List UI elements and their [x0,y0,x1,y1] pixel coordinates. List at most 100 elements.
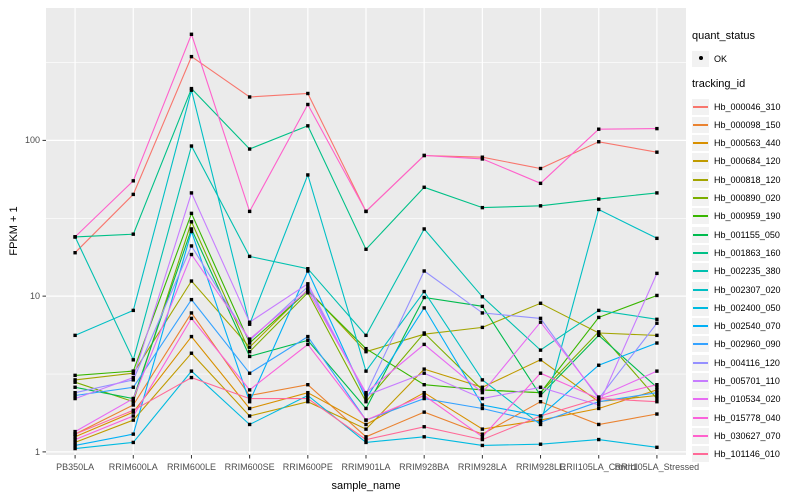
data-point [189,316,194,321]
data-point [538,390,543,395]
legend-entry-Hb_005701_110: Hb_005701_110 [692,373,780,390]
data-point [247,337,252,341]
data-point [73,380,77,384]
data-point [364,399,368,404]
legend-entry-label: Hb_015778_040 [714,412,781,423]
data-point [306,267,310,271]
legend-entry-Hb_000684_120: Hb_000684_120 [692,153,781,170]
data-point [247,209,252,214]
data-point [73,396,77,401]
data-point [131,371,135,375]
data-point [306,102,310,107]
data-point [655,412,659,416]
y-tick-label: 1 [34,446,40,457]
data-point [480,157,485,161]
data-point [73,435,77,439]
data-point [655,333,659,338]
data-point [364,440,368,445]
data-point [364,427,368,431]
data-point [131,369,135,373]
data-point [247,345,252,349]
data-point [422,185,426,189]
legend-key-box [692,135,709,152]
legend-entry-Hb_030627_070: Hb_030627_070 [692,427,781,444]
legend-entry-label: Hb_002960_090 [714,339,781,350]
x-tick-label-RRIM600LE: RRIM600LE [166,462,216,472]
legend-entry-Hb_002400_050: Hb_002400_050 [692,299,781,316]
data-point [538,385,543,389]
data-point [131,179,135,183]
legend-line-swatch-icon [693,361,708,364]
data-point [597,315,601,320]
data-point [597,403,601,407]
data-point [480,406,485,411]
legend-key-box [692,98,709,115]
legend-entry-label: Hb_001155_050 [714,229,780,240]
data-point [306,334,310,339]
legend-title-tracking-id: tracking_id [692,78,746,90]
data-point [538,358,543,362]
data-point [247,147,252,151]
legend-key-box [692,116,709,133]
legend-key-box [692,354,709,371]
legend-entry-Hb_004116_120: Hb_004116_120 [692,354,780,371]
x-tick-label-RRIM928BA: RRIM928BA [399,462,450,472]
data-point [131,378,135,382]
data-point [655,317,659,322]
legend-key-box [692,446,709,463]
legend-entry-Hb_002540_070: Hb_002540_070 [692,318,781,335]
legend-entry-label: Hb_000684_120 [714,156,781,167]
x-tick-label-RRIM928LE: RRIM928LE [516,462,566,472]
legend-line-swatch-icon [693,233,708,236]
data-point [364,437,368,442]
data-point [306,288,310,293]
data-point [306,291,310,295]
legend-entry-Hb_015778_040: Hb_015778_040 [692,409,781,426]
legend-line-swatch-icon [693,105,708,108]
legend-entry-label: OK [714,53,728,64]
data-point [422,342,426,347]
legend-entry-Hb_000818_120: Hb_000818_120 [692,171,781,188]
data-point [480,427,485,431]
data-point [480,403,485,407]
data-point [422,331,426,335]
data-point [247,414,252,418]
data-point [655,399,659,404]
data-point [480,437,485,442]
data-point [189,369,194,373]
data-point [422,306,426,310]
legend-key-box [692,299,709,316]
data-point [364,406,368,411]
data-point [538,418,543,422]
legend-line-swatch-icon [693,160,708,163]
data-point [480,304,485,309]
data-point [131,403,135,407]
data-point [538,371,543,375]
legend-line-swatch-icon [693,215,708,218]
data-point [73,251,77,255]
y-tick-label: 100 [24,135,40,146]
legend-entry-label: Hb_000818_120 [714,174,781,185]
data-point [247,341,252,345]
x-tick-label-RRII105LA_Control: RRII105LA_Control [559,462,638,472]
data-point [306,393,310,398]
data-point [364,209,368,214]
data-point [480,205,485,210]
data-point [247,396,252,401]
legend-entry-Hb_002960_090: Hb_002960_090 [692,336,781,353]
legend-line-swatch-icon [693,416,708,419]
data-point [73,443,77,448]
data-point [422,393,426,398]
data-point [364,349,368,354]
data-point [189,32,194,36]
legend-line-swatch-icon [693,197,708,199]
data-point [247,371,252,375]
data-point [247,95,252,99]
data-point [597,127,601,131]
data-point [189,227,194,231]
legend-key-box [692,427,709,444]
legend-key-box [692,263,709,280]
legend-key-box [692,318,709,335]
point-symbol-icon [698,56,703,60]
